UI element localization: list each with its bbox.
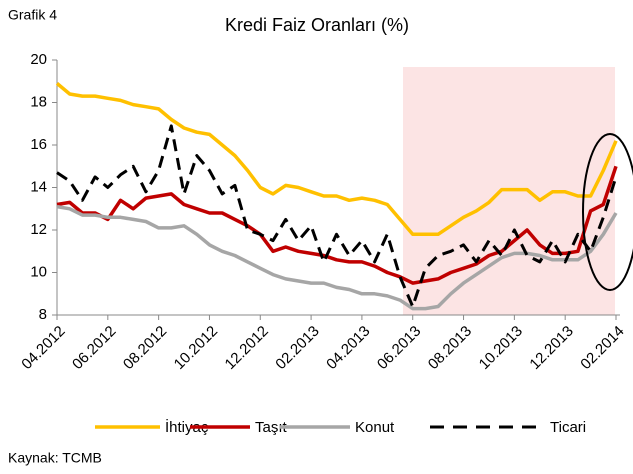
y-tick-label: 20 [30, 51, 47, 68]
chart-title: Kredi Faiz Oranları (%) [225, 15, 409, 35]
legend-label: Ticari [550, 419, 586, 436]
series-line [56, 165, 618, 285]
y-tick-label: 10 [30, 263, 47, 280]
y-tick-label: 16 [30, 136, 47, 153]
x-tick-label: 06.2012 [69, 323, 119, 373]
x-tick-label: 02.2014 [577, 323, 627, 373]
legend-label: Taşıt [255, 419, 288, 436]
x-tick-label: 12.2013 [526, 323, 576, 373]
source-note: Kaynak: TCMB [8, 450, 102, 466]
y-tick-label: 14 [30, 178, 47, 195]
x-tick-label: 10.2013 [476, 323, 526, 373]
x-tick-label: 06.2013 [374, 323, 424, 373]
x-tick-label: 12.2012 [222, 323, 272, 373]
x-tick-label: 02.2013 [272, 323, 322, 373]
series-line [56, 204, 618, 311]
x-tick-label: 04.2012 [18, 323, 68, 373]
x-tick-label: 08.2013 [425, 323, 475, 373]
x-tick-label: 10.2012 [171, 323, 221, 373]
y-tick-label: 8 [39, 306, 47, 323]
y-tick-label: 12 [30, 221, 47, 238]
annotation-ellipse [582, 133, 633, 291]
legend-label: Konut [355, 419, 395, 436]
x-tick-label: 04.2013 [323, 323, 373, 373]
legend-label: İhtiyaç [165, 418, 209, 436]
x-tick-label: 08.2012 [120, 323, 170, 373]
chart-label: Grafik 4 [8, 7, 57, 23]
y-tick-label: 18 [30, 93, 47, 110]
series-line [56, 124, 618, 308]
series-line [55, 82, 618, 237]
